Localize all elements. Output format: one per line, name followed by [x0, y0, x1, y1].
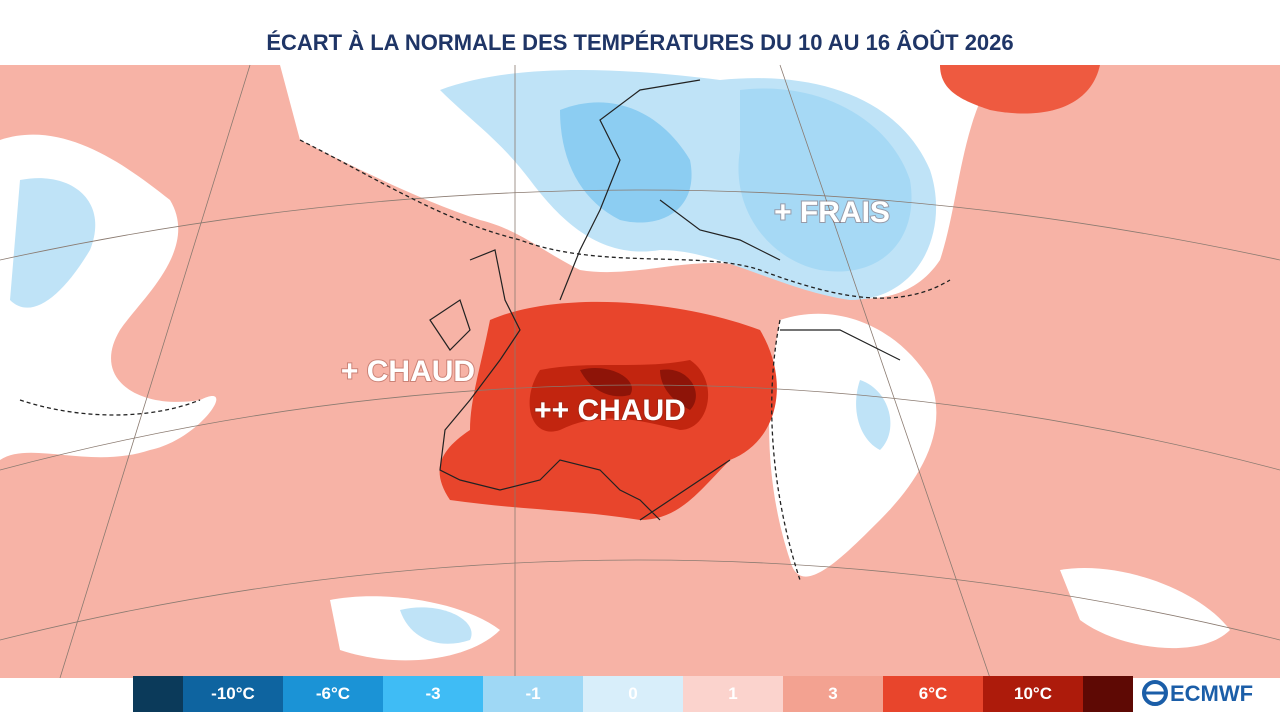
- title: ÉCART À LA NORMALE DES TEMPÉRATURES DU 1…: [266, 30, 1013, 55]
- legend-label: -3: [425, 684, 440, 703]
- legend-swatch: [683, 676, 783, 712]
- legend-label: -1: [525, 684, 540, 703]
- map-labels: + FRAIS + CHAUD ++ CHAUD: [340, 195, 891, 428]
- legend: -10°C -6°C -3 -1 0 1 3 6°C 10°C: [133, 676, 1133, 712]
- legend-swatch: [583, 676, 683, 712]
- legend-label: -6°C: [316, 684, 350, 703]
- legend-label: 10°C: [1014, 684, 1052, 703]
- legend-label: -10°C: [211, 684, 255, 703]
- legend-swatch: [483, 676, 583, 712]
- map-label: + CHAUD: [341, 355, 475, 388]
- logo-text: ECMWF: [1170, 681, 1253, 706]
- legend-label: 0: [628, 684, 637, 703]
- legend-label: 3: [828, 684, 837, 703]
- legend-swatch: [283, 676, 383, 712]
- legend-swatch: [983, 676, 1083, 712]
- legend-swatch: [133, 676, 183, 712]
- legend-swatch: [383, 676, 483, 712]
- legend-swatch: [783, 676, 883, 712]
- legend-swatch: [1083, 676, 1133, 712]
- map-label: ++ CHAUD: [534, 394, 686, 427]
- legend-label: 1: [728, 684, 737, 703]
- legend-swatch: [183, 676, 283, 712]
- legend-label: 6°C: [919, 684, 948, 703]
- map-label: + FRAIS: [774, 196, 890, 229]
- map: [0, 64, 1280, 679]
- logo: ECMWF: [1142, 680, 1253, 706]
- legend-swatch: [883, 676, 983, 712]
